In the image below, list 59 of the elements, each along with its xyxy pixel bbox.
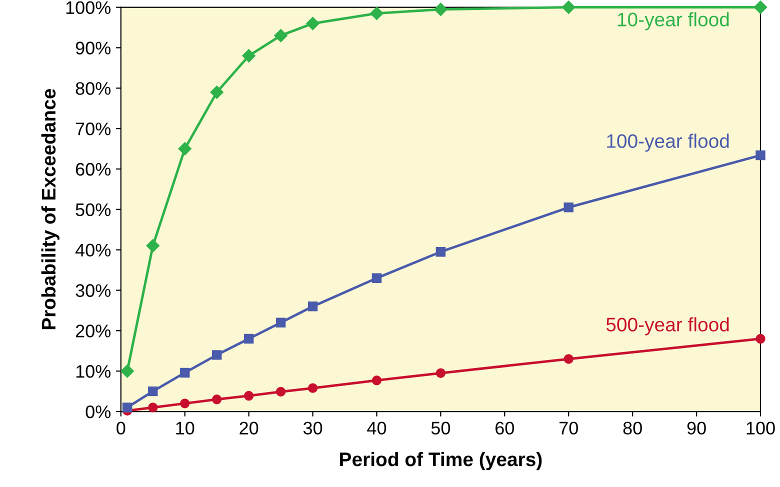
point [122,402,132,412]
point [564,202,574,212]
point [148,402,158,412]
point [564,354,574,364]
y-tick-label: 60% [76,162,111,176]
y-tick-label: 20% [76,324,111,338]
y-tick-label: 90% [76,42,111,54]
series-label: 10-year flood [618,12,729,30]
point [372,273,382,283]
x-tick-label: 80 [623,422,642,434]
point [370,6,384,20]
point [756,150,766,160]
point [308,383,318,393]
point [308,302,318,312]
x-tick-label: 90 [687,422,706,434]
point [212,350,222,360]
point [756,334,766,344]
point [754,0,768,14]
point [120,364,134,378]
x-axis-title: Period of Time (years) [340,452,542,470]
point [276,386,286,397]
series-label: 500-year flood [606,317,729,336]
point [180,368,190,378]
x-tick-label: 60 [496,422,514,434]
y-tick-label: 80% [76,82,111,95]
point [244,390,254,401]
y-tick-label: 30% [76,284,111,297]
point [434,2,448,16]
x-tick-label: 20 [240,422,258,434]
point [146,239,160,252]
point [210,86,224,99]
point [148,386,158,396]
x-tick-label: 30 [303,422,322,434]
point [372,376,382,386]
x-tick-label: 40 [367,422,386,434]
y-tick-label: 70% [76,122,111,136]
point [436,246,446,257]
y-axis-title: Probability of Exceedance [41,89,60,330]
point [242,49,256,62]
point [178,142,192,156]
series-label: 100-year flood [607,134,729,152]
point [562,0,576,14]
point [274,29,288,42]
x-tick-label: 10 [176,422,194,434]
x-tick-label: 100 [746,422,775,434]
y-tick-label: 10% [76,365,111,378]
y-tick-label: 0% [86,405,111,418]
y-tick-label: 40% [75,244,111,257]
y-tick-label: 50% [76,203,111,216]
x-tick-label: 50 [431,422,450,434]
point [244,334,254,344]
point [212,394,222,404]
x-tick-label: 0 [116,422,126,434]
x-tick-label: 70 [560,422,578,434]
point [436,368,446,378]
y-tick-label: 100% [66,1,111,14]
point [276,318,286,328]
point [306,16,320,30]
point [180,398,190,408]
